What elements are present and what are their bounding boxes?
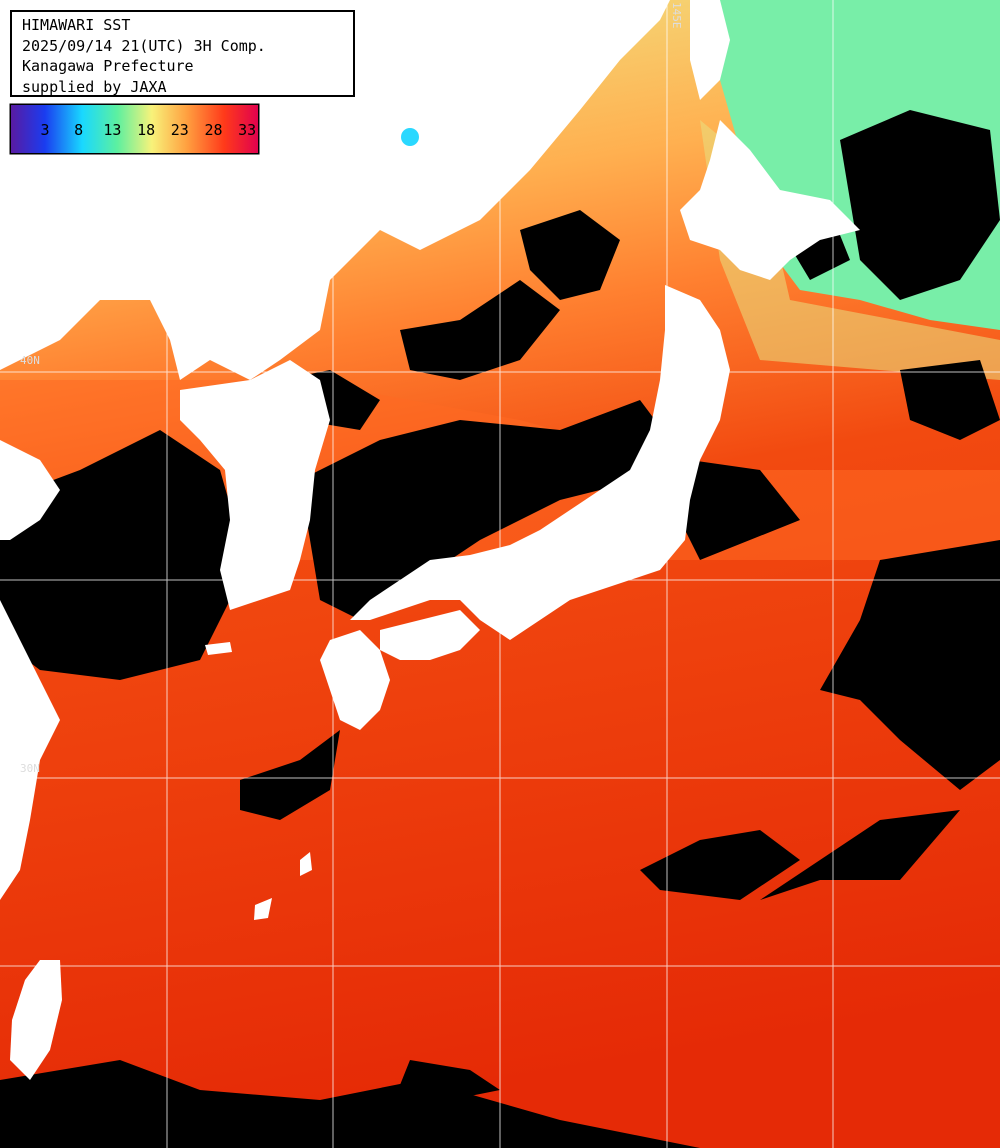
legend-colorbar bbox=[9, 103, 260, 155]
legend-tick-33: 33 bbox=[238, 121, 257, 139]
cold-spot bbox=[401, 128, 419, 146]
cloud-mask bbox=[0, 110, 1000, 1148]
legend: 3 8 13 18 23 28 33 bbox=[10, 104, 259, 154]
grid-label-145e: 145E bbox=[670, 2, 683, 29]
grid-label-40n: 40N bbox=[20, 354, 40, 367]
legend-tick-3: 3 bbox=[40, 121, 50, 139]
legend-tick-23: 23 bbox=[170, 121, 189, 139]
info-credit: supplied by JAXA bbox=[22, 77, 167, 96]
legend-tick-13: 13 bbox=[103, 121, 122, 139]
legend-tick-28: 28 bbox=[204, 121, 223, 139]
legend-labels: 3 8 13 18 23 28 33 bbox=[11, 105, 258, 153]
cool-water-band bbox=[700, 120, 1000, 380]
info-panel: HIMAWARI SST 2025/09/14 21(UTC) 3H Comp.… bbox=[10, 10, 355, 97]
info-title: HIMAWARI SST bbox=[22, 16, 131, 34]
grid-label-30n: 30N bbox=[20, 762, 40, 775]
info-region: Kanagawa Prefecture bbox=[22, 57, 194, 75]
info-datetime: 2025/09/14 21(UTC) 3H Comp. bbox=[22, 36, 266, 55]
legend-tick-18: 18 bbox=[137, 121, 156, 139]
legend-tick-8: 8 bbox=[74, 121, 84, 139]
